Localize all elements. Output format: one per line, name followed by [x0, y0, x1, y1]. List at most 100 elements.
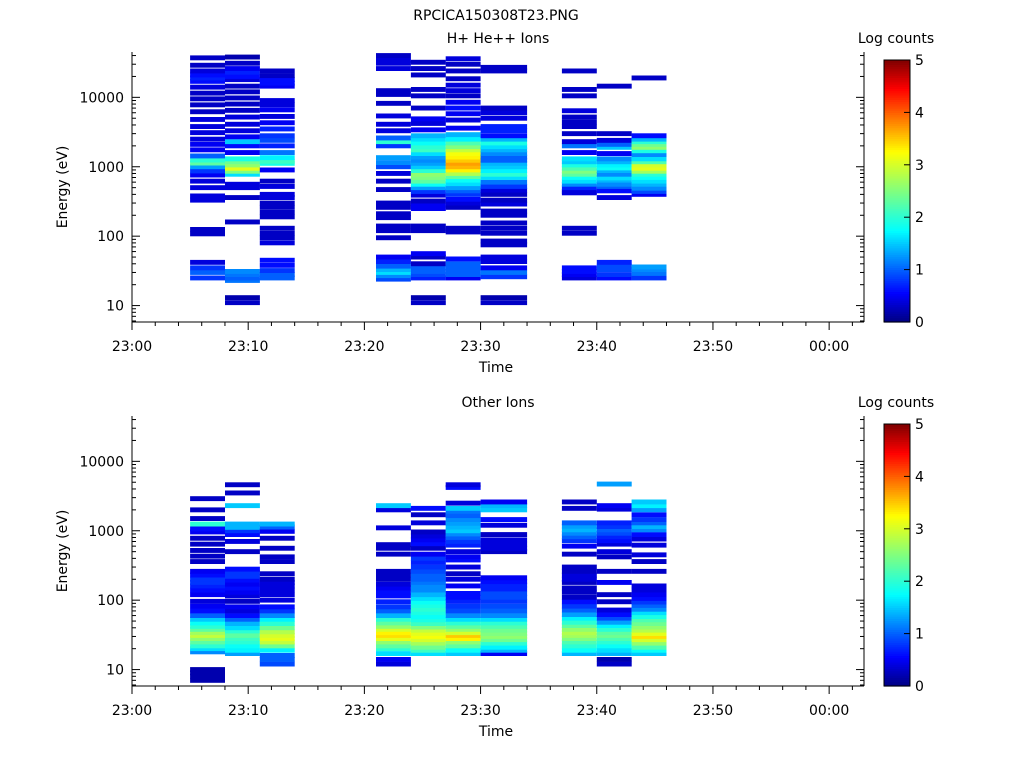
- heatmap-cell: [259, 150, 295, 155]
- heatmap-cell: [225, 628, 260, 634]
- colorbar-step: [884, 94, 910, 98]
- heatmap-cell: [225, 139, 260, 145]
- heatmap-cell: [259, 653, 295, 658]
- heatmap-cell: [480, 254, 528, 260]
- colorbar-frame: [883, 423, 911, 687]
- colorbar-step: [884, 581, 910, 584]
- heatmap-cell: [259, 68, 295, 74]
- heatmap-cell: [190, 548, 225, 553]
- heatmap-cell: [259, 214, 295, 220]
- heatmap-cell: [259, 571, 295, 577]
- heatmap-cell: [190, 608, 225, 614]
- heatmap-cell: [376, 155, 411, 161]
- heatmap-cell: [480, 640, 528, 646]
- heatmap-cell: [190, 643, 225, 649]
- heatmap-cell: [480, 168, 528, 173]
- heatmap-cell: [445, 147, 481, 153]
- colorbar-step: [884, 616, 910, 619]
- heatmap-cell: [480, 184, 528, 189]
- heatmap-cell: [376, 235, 411, 241]
- colorbar-step: [884, 426, 910, 429]
- heatmap-cell: [631, 136, 667, 142]
- heatmap-cell: [410, 520, 446, 526]
- heatmap-cell: [596, 263, 632, 269]
- colorbar-step: [884, 138, 910, 142]
- heatmap-cell: [225, 165, 260, 171]
- colorbar-step: [884, 458, 910, 462]
- heatmap-cell: [225, 128, 260, 134]
- heatmap-cell: [561, 499, 597, 505]
- heatmap-cell: [225, 185, 260, 191]
- heatmap-cell: [259, 268, 295, 273]
- heatmap-cell: [190, 526, 225, 532]
- heatmap-cell: [561, 643, 597, 649]
- heatmap-cell: [445, 204, 481, 210]
- heatmap-cell: [445, 616, 481, 622]
- heatmap-cell: [376, 121, 411, 127]
- heatmap-cell: [259, 133, 295, 139]
- colorbar-step: [884, 284, 910, 288]
- colorbar-step: [884, 635, 910, 639]
- heatmap-cell: [480, 164, 528, 170]
- heatmap-cell: [259, 657, 295, 662]
- heatmap-cell: [561, 615, 597, 621]
- heatmap-cell: [596, 188, 632, 194]
- colorbar-step: [884, 609, 910, 613]
- heatmap-cell: [225, 66, 260, 71]
- y-axis-label: Energy (eV): [55, 510, 71, 593]
- colorbar-step: [884, 156, 910, 159]
- heatmap-cell: [190, 636, 225, 641]
- heatmap-cell: [410, 154, 446, 160]
- colorbar-step: [884, 598, 910, 602]
- heatmap-cell: [445, 651, 481, 656]
- heatmap-cell: [376, 585, 411, 591]
- heatmap-cell: [480, 230, 528, 236]
- colorbar-step: [884, 62, 910, 65]
- y-tick-label: 1000: [88, 160, 124, 176]
- colorbar-step: [884, 241, 910, 244]
- heatmap-cell: [225, 566, 260, 572]
- colorbar-step: [884, 228, 910, 231]
- heatmap-cell: [480, 300, 528, 306]
- colorbar-tick-label: 1: [915, 627, 924, 643]
- heatmap-cell: [225, 95, 260, 101]
- heatmap-cell: [259, 587, 295, 593]
- colorbar-step: [884, 642, 910, 646]
- heatmap-cell: [410, 564, 446, 570]
- colorbar-step: [884, 101, 910, 105]
- colorbar-step: [884, 600, 910, 604]
- colorbar-step: [884, 186, 910, 190]
- colorbar-step: [884, 103, 910, 107]
- heatmap-cell: [445, 164, 481, 170]
- heatmap-cell: [190, 576, 225, 582]
- heatmap-cell: [480, 64, 528, 70]
- heatmap-cell: [376, 53, 411, 58]
- heatmap-cell: [410, 228, 446, 234]
- x-tick-label: 23:20: [344, 703, 384, 719]
- colorbar-step: [884, 517, 910, 521]
- heatmap-cell: [190, 72, 225, 78]
- colorbar-step: [884, 297, 910, 301]
- heatmap-cell: [259, 257, 295, 263]
- heatmap-cell: [561, 647, 597, 653]
- heatmap-cell: [631, 610, 667, 616]
- heatmap-cell: [561, 168, 597, 174]
- heatmap-cell: [631, 552, 667, 558]
- heatmap-cell: [445, 639, 481, 645]
- colorbar-step: [884, 134, 910, 138]
- heatmap-cell: [596, 534, 632, 540]
- heatmap-cell: [259, 158, 295, 164]
- heatmap-cell: [410, 617, 446, 623]
- colorbar-step: [884, 175, 910, 179]
- heatmap-cell: [445, 630, 481, 636]
- heatmap-cell: [631, 520, 667, 526]
- heatmap-cell: [376, 581, 411, 587]
- heatmap-cell: [190, 109, 225, 115]
- colorbar-step: [884, 276, 910, 279]
- colorbar-frame: [883, 59, 911, 323]
- heatmap-cell: [631, 185, 667, 191]
- heatmap-cell: [445, 56, 481, 62]
- heatmap-cell: [190, 613, 225, 618]
- heatmap-cell: [631, 499, 667, 505]
- heatmap-cell: [596, 549, 632, 555]
